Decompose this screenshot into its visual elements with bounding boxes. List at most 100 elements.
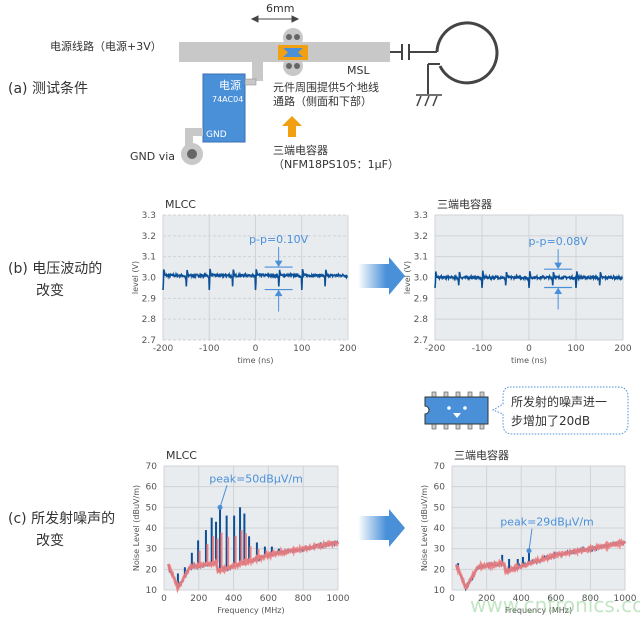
- chart-4: 0 200 400 600 800 1000 10 20 30 40 50 60 70 三端电容器 Freq…: [420, 448, 637, 615]
- ground-note-1: 元件周围提供5个地线: [273, 80, 379, 94]
- x-tick-label: 400: [513, 594, 530, 604]
- arrow-right-icon: [358, 257, 405, 295]
- y-tick-label: 60: [146, 483, 158, 493]
- peak-annotation: peak=50dBμV/m: [209, 472, 303, 485]
- x-axis-label: Frequency (MHz): [217, 606, 284, 615]
- voltage-trace: [434, 270, 623, 288]
- voltage-trace: [162, 268, 349, 291]
- chart-title: MLCC: [165, 198, 196, 211]
- test-setup-diagram: 6mm 电源线路（电源+3V） 电源 74AC04 GND GND via MS…: [50, 2, 499, 171]
- baseline-noise-trace: [166, 539, 340, 594]
- x-tick-label: 200: [339, 344, 356, 354]
- pp-annotation: p-p=0.08V: [529, 235, 589, 248]
- chart-title: 三端电容器: [437, 197, 492, 211]
- x-axis-label: time (ns): [237, 356, 273, 365]
- y-tick-label: 2.9: [142, 294, 157, 304]
- y-axis-label: Noise Level (dBuV/m): [132, 485, 141, 571]
- x-tick-label: 1000: [327, 594, 350, 604]
- ic-gnd-label: GND: [206, 130, 227, 140]
- y-tick-label: 10: [434, 586, 446, 596]
- y-tick-label: 40: [146, 524, 158, 534]
- x-axis-label: Frequency (MHz): [505, 606, 572, 615]
- x-tick-label: -100: [199, 344, 220, 354]
- branch-trace: [252, 62, 263, 81]
- section-b-label: (b) 电压波动的: [8, 261, 102, 277]
- y-tick-label: 3.1: [414, 253, 428, 263]
- section-c-label-2: 改变: [36, 533, 64, 549]
- chart-2: -200 -100 0 100 200 2.7 2.8 2.9 3.0 3.1 3.2 3.3 三端电容…: [403, 197, 632, 365]
- ic-part: 74AC04: [212, 95, 243, 104]
- y-tick-label: 3.2: [142, 232, 156, 242]
- x-tick-label: 100: [293, 344, 310, 354]
- ground-icon: [416, 94, 442, 107]
- x-tick-label: 100: [567, 344, 584, 354]
- y-tick-label: 2.7: [414, 336, 428, 346]
- ground-note-2: 通路（侧面和下部）: [273, 94, 372, 108]
- peak-to-peak-marker: [544, 249, 573, 310]
- x-tick-label: -200: [153, 344, 174, 354]
- x-tick-label: 600: [260, 594, 277, 604]
- x-tick-label: 0: [253, 344, 259, 354]
- y-tick-label: 3.1: [142, 253, 156, 263]
- chip-mascot-icon: [424, 391, 489, 430]
- x-tick-label: -200: [425, 344, 446, 354]
- power-line-label: 电源线路（电源+3V）: [50, 39, 162, 53]
- x-tick-label: 0: [449, 594, 455, 604]
- via-group: [283, 28, 303, 76]
- x-axis-label: time (ns): [511, 356, 547, 365]
- y-axis-label: Noise Level (dBuV/m): [420, 485, 429, 571]
- y-tick-label: 2.8: [142, 315, 157, 325]
- chart-1: -200 -100 0 100 200 2.7 2.8 2.9 3.0 3.1 3.2 3.3 MLCC…: [131, 198, 357, 365]
- three-terminal-capacitor: [278, 45, 308, 60]
- y-tick-label: 20: [146, 565, 158, 575]
- dimension-label: 6mm: [266, 2, 294, 15]
- pp-annotation: p-p=0.10V: [249, 233, 309, 246]
- y-tick-label: 3.3: [142, 211, 156, 221]
- y-tick-label: 50: [146, 503, 158, 513]
- y-tick-label: 3.3: [414, 211, 428, 221]
- y-axis-label: level (V): [131, 261, 140, 294]
- loop-antenna: [390, 21, 499, 94]
- msl-label: MSL: [347, 64, 370, 77]
- speech-bubble: 所发射的噪声进一 步增加了20dB: [491, 386, 629, 435]
- ic-title: 电源: [219, 78, 241, 92]
- y-tick-label: 60: [434, 483, 446, 493]
- chart-3: 0 200 400 600 800 1000 10 20 30 40 50 60 70 MLCC Frequ…: [132, 449, 350, 615]
- x-tick-label: 0: [526, 344, 532, 354]
- y-tick-label: 70: [146, 462, 158, 472]
- x-tick-label: 600: [547, 594, 564, 604]
- section-b-label-2: 改变: [36, 283, 64, 299]
- y-tick-label: 50: [434, 503, 446, 513]
- capacitor-part: （NFM18PS105：1μF）: [273, 158, 399, 171]
- x-tick-label: 200: [614, 344, 631, 354]
- y-tick-label: 20: [434, 565, 446, 575]
- section-c-label: (c) 所发射噪声的: [8, 511, 115, 527]
- y-tick-label: 30: [434, 545, 446, 555]
- bubble-line-2: 步增加了20dB: [511, 414, 590, 428]
- y-tick-label: 3.0: [142, 274, 157, 284]
- peak-annotation: peak=29dBμV/m: [500, 516, 594, 529]
- x-tick-label: 800: [582, 594, 599, 604]
- ic-chip: [202, 73, 246, 143]
- y-tick-label: 10: [146, 586, 158, 596]
- x-tick-label: 0: [161, 594, 167, 604]
- y-tick-label: 40: [434, 524, 446, 534]
- y-tick-label: 70: [434, 462, 446, 472]
- x-tick-label: 800: [295, 594, 312, 604]
- y-tick-label: 3.2: [414, 232, 428, 242]
- chart-title: MLCC: [166, 449, 197, 462]
- peak-to-peak-marker: [264, 247, 293, 312]
- chart-title: 三端电容器: [454, 448, 509, 462]
- y-tick-label: 2.7: [142, 336, 156, 346]
- dimension-arrow: [250, 15, 300, 23]
- x-tick-label: 200: [478, 594, 495, 604]
- peak-leader-line: [528, 528, 533, 551]
- arrow-up-icon: [282, 116, 302, 137]
- y-axis-label: level (V): [403, 261, 412, 294]
- arrow-right-icon: [358, 509, 405, 547]
- x-tick-label: 200: [190, 594, 207, 604]
- capacitor-name: 三端电容器: [273, 143, 328, 157]
- gnd-via-label: GND via: [130, 150, 175, 163]
- x-tick-label: 1000: [614, 594, 637, 604]
